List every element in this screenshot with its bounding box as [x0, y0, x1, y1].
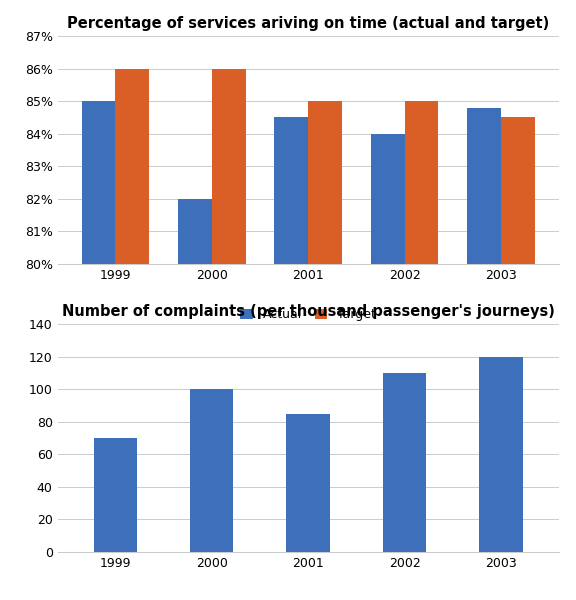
Bar: [94, 438, 137, 552]
Bar: [501, 118, 535, 600]
Bar: [383, 373, 426, 552]
Bar: [274, 118, 308, 600]
Legend: Actual, Target: Actual, Target: [236, 303, 381, 326]
Bar: [286, 413, 330, 552]
Bar: [479, 356, 522, 552]
Bar: [212, 68, 245, 600]
Bar: [308, 101, 342, 600]
Bar: [82, 101, 115, 600]
Title: Percentage of services ariving on time (actual and target): Percentage of services ariving on time (…: [67, 16, 550, 31]
Bar: [115, 68, 149, 600]
Bar: [178, 199, 212, 600]
Bar: [467, 107, 501, 600]
Bar: [190, 389, 233, 552]
Bar: [371, 134, 404, 600]
Bar: [404, 101, 438, 600]
Title: Number of complaints (per thousand passenger's journeys): Number of complaints (per thousand passe…: [62, 304, 555, 319]
